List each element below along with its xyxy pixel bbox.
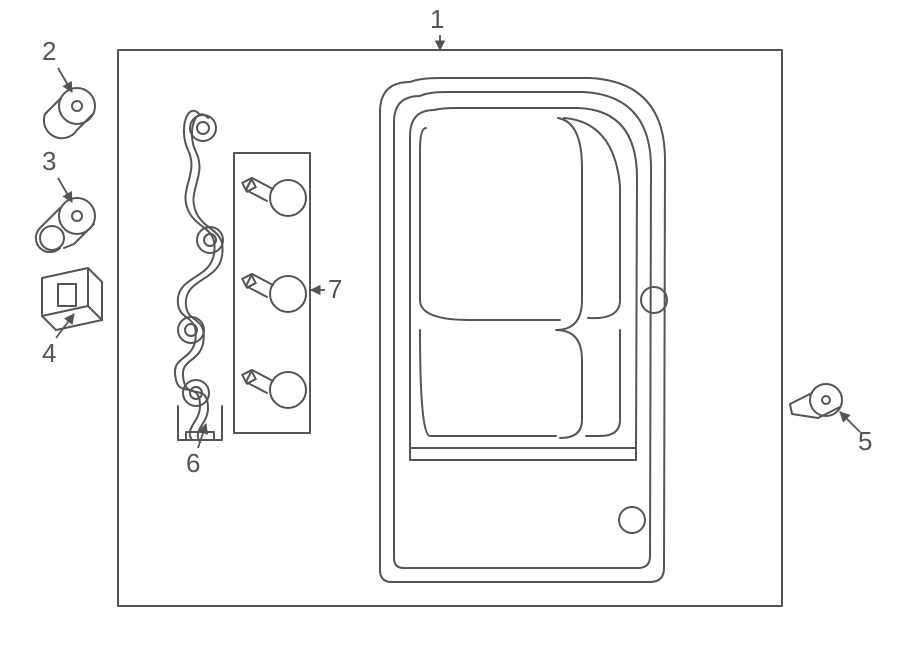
bulb-bottom — [242, 370, 306, 408]
callout-7: 7 — [328, 276, 342, 302]
bulb-top — [242, 178, 306, 216]
parts-diagram: 1 2 3 4 5 6 7 — [0, 0, 900, 661]
leader-lines — [56, 35, 860, 448]
callout-4: 4 — [42, 340, 56, 366]
callout-6: 6 — [186, 450, 200, 476]
callout-3: 3 — [42, 148, 56, 174]
callout-1: 1 — [430, 6, 444, 32]
tail-lamp-housing — [380, 78, 667, 582]
diagram-svg — [0, 0, 900, 661]
part-2-fastener — [44, 88, 95, 138]
part-5-fastener — [790, 384, 842, 418]
assembly-box — [118, 50, 782, 606]
part-3-fastener — [36, 198, 95, 252]
part-4-clip — [42, 268, 102, 330]
callout-5: 5 — [858, 428, 872, 454]
bulb-group-box — [234, 153, 310, 433]
part-6-harness — [175, 111, 223, 442]
callout-2: 2 — [42, 38, 56, 64]
bulb-middle — [242, 274, 306, 312]
